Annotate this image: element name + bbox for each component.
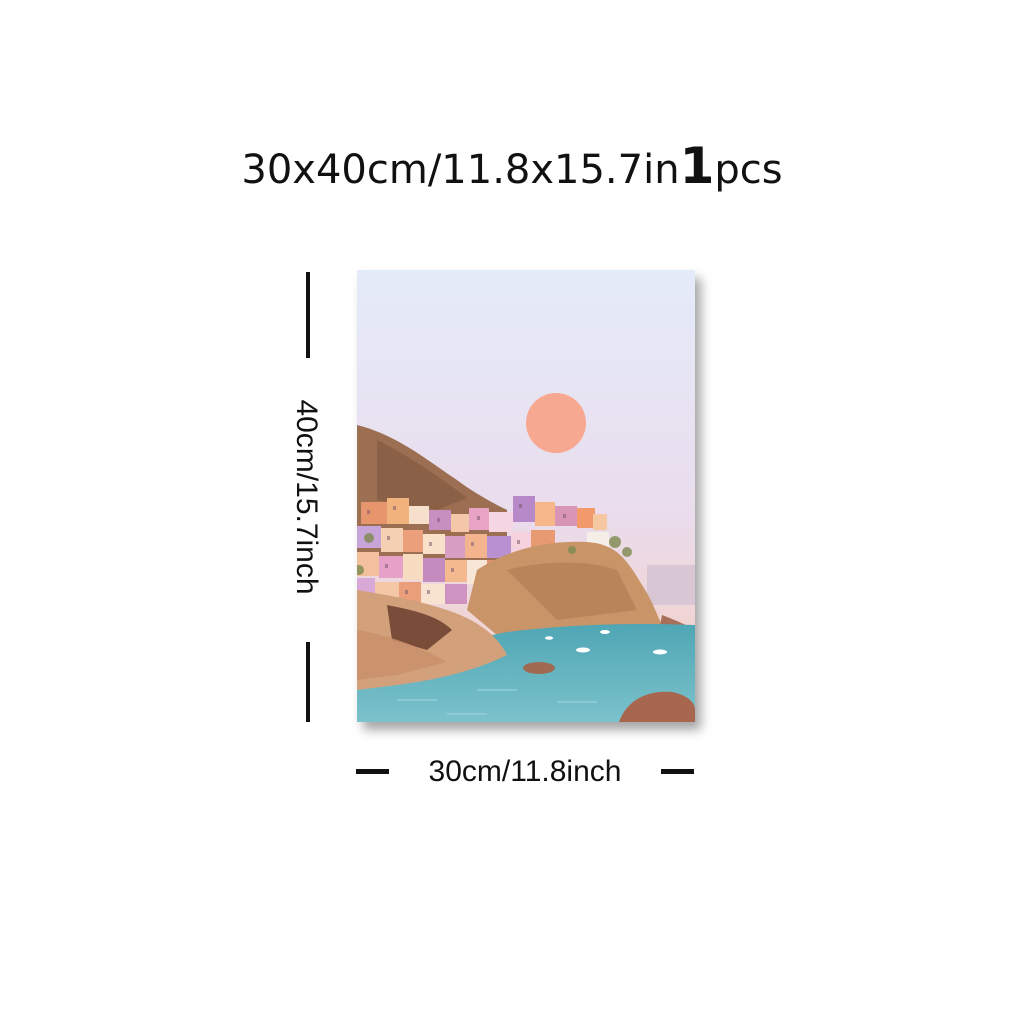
bottom-right-rock <box>619 691 695 722</box>
width-dimension-line-left <box>356 769 389 774</box>
piece-unit: pcs <box>714 147 783 193</box>
width-dimension-label: 30cm/11.8inch <box>428 755 622 788</box>
width-dimension: 30cm/11.8inch <box>352 752 698 792</box>
canvas-artwork <box>357 270 695 722</box>
height-dimension-line-top <box>306 272 310 358</box>
piece-count: 1 <box>679 137 715 195</box>
width-dimension-line-right <box>661 769 694 774</box>
sun <box>526 393 586 453</box>
size-text: 30x40cm/11.8x15.7in <box>241 147 680 193</box>
distant-sea <box>647 565 695 605</box>
sea-rock <box>523 662 555 674</box>
height-dimension-line-bottom <box>306 642 310 722</box>
product-size-headline: 30x40cm/11.8x15.7in1pcs <box>0 138 1024 198</box>
coastal-village-painting <box>357 270 695 722</box>
boats <box>545 630 667 655</box>
height-dimension-label: 40cm/15.7inch <box>290 399 323 595</box>
